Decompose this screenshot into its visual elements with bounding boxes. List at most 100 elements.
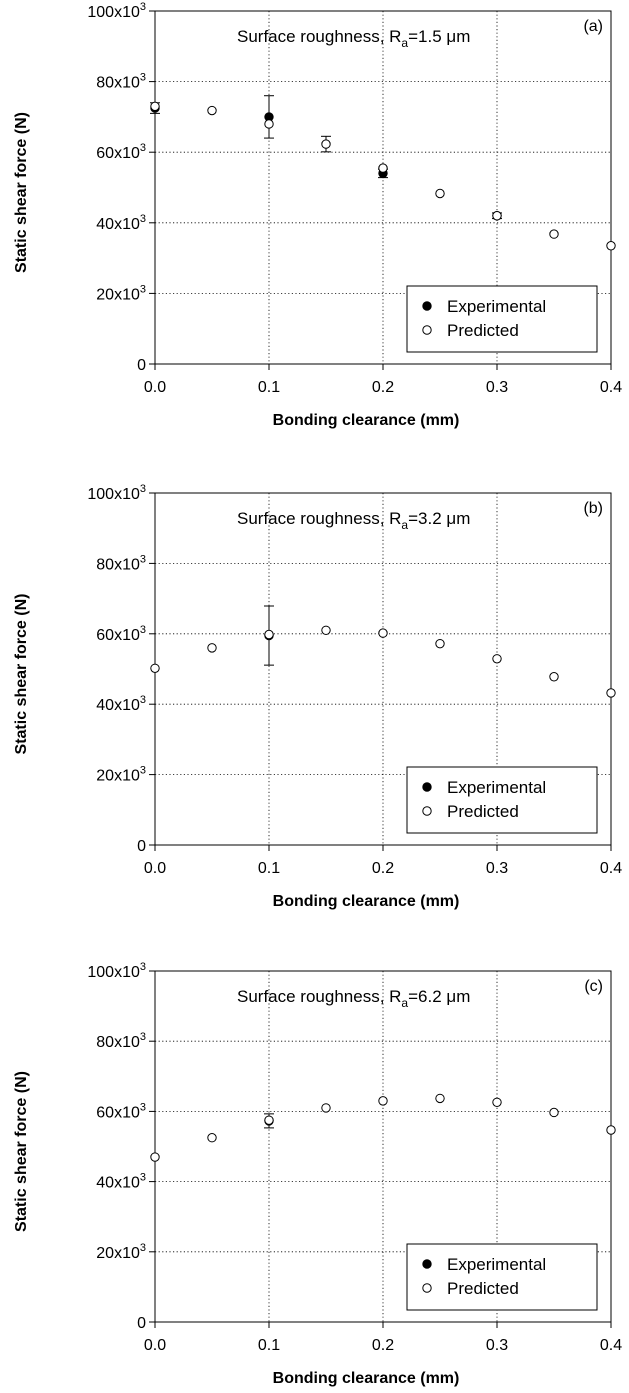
- y-tick-exponent: 3: [140, 142, 146, 154]
- predicted-point: [321, 625, 331, 635]
- y-tick-base: 60x10: [96, 1104, 140, 1121]
- y-tick-label: 0: [137, 838, 146, 855]
- y-tick-exponent: 3: [140, 624, 146, 636]
- y-tick-exponent: 3: [140, 553, 146, 565]
- y-tick-base: 20x10: [96, 286, 140, 303]
- predicted-point: [606, 1125, 616, 1135]
- x-tick-label: 0.0: [144, 860, 166, 877]
- y-tick-label: 60x103: [96, 142, 146, 162]
- predicted-point: [549, 229, 559, 239]
- predicted-point: [207, 643, 217, 653]
- annotation-subscript: a: [401, 518, 408, 532]
- predicted-point: [606, 688, 616, 698]
- legend-box: [406, 1243, 598, 1311]
- predicted-point: [378, 1096, 388, 1106]
- y-tick-label: 80x103: [96, 1031, 146, 1051]
- roughness-annotation: Surface roughness, Ra=6.2 μm: [237, 987, 470, 1010]
- legend-marker-experimental: [422, 301, 432, 311]
- y-tick-label: 100x103: [87, 1, 146, 21]
- legend-marker-experimental: [422, 1259, 432, 1269]
- legend-box: [406, 766, 598, 834]
- x-tick-label: 0.2: [372, 1337, 394, 1354]
- y-tick-label: 60x103: [96, 624, 146, 644]
- y-tick-label: 0: [137, 357, 146, 374]
- y-tick-label: 80x103: [96, 72, 146, 92]
- legend-marker-predicted: [422, 1283, 432, 1293]
- legend-marker-predicted: [422, 325, 432, 335]
- x-tick-label: 0.2: [372, 379, 394, 396]
- predicted-point: [264, 1115, 274, 1125]
- y-tick-base: 0: [137, 1315, 146, 1332]
- legend-label: Predicted: [447, 321, 519, 340]
- legend: Experimental Predicted: [406, 285, 598, 353]
- annotation-prefix: Surface roughness, R: [237, 987, 401, 1006]
- predicted-point: [435, 188, 445, 199]
- legend-box: [406, 285, 598, 353]
- annotation-suffix: =6.2 μm: [408, 987, 470, 1006]
- y-tick-exponent: 3: [140, 213, 146, 225]
- y-tick-base: 60x10: [96, 145, 140, 162]
- legend-label: Predicted: [447, 802, 519, 821]
- y-tick-label: 20x103: [96, 1242, 146, 1262]
- y-axis-title: Static shear force (N): [13, 1071, 30, 1232]
- y-tick-label: 40x103: [96, 694, 146, 714]
- y-tick-base: 40x10: [96, 216, 140, 233]
- y-tick-exponent: 3: [140, 72, 146, 84]
- x-tick-label: 0.3: [486, 379, 508, 396]
- y-tick-exponent: 3: [140, 1172, 146, 1184]
- legend: Experimental Predicted: [406, 766, 598, 834]
- x-axis-title: Bonding clearance (mm): [273, 1370, 460, 1387]
- predicted-point: [378, 628, 388, 638]
- legend-label: Predicted: [447, 1279, 519, 1298]
- y-tick-exponent: 3: [140, 1031, 146, 1043]
- y-tick-label: 80x103: [96, 553, 146, 573]
- predicted-point: [549, 1107, 559, 1118]
- annotation-subscript: a: [401, 36, 408, 50]
- y-tick-label: 40x103: [96, 213, 146, 233]
- predicted-point: [264, 629, 274, 640]
- x-axis-title: Bonding clearance (mm): [273, 893, 460, 910]
- predicted-point: [150, 101, 160, 112]
- legend-marker-predicted: [422, 806, 432, 816]
- y-tick-label: 100x103: [87, 961, 146, 981]
- y-tick-label: 40x103: [96, 1172, 146, 1192]
- y-tick-exponent: 3: [140, 1, 146, 13]
- predicted-point: [321, 1103, 331, 1113]
- predicted-point: [150, 1152, 160, 1162]
- x-tick-label: 0.2: [372, 860, 394, 877]
- predicted-point: [606, 241, 616, 251]
- y-tick-label: 20x103: [96, 283, 146, 303]
- y-tick-exponent: 3: [140, 961, 146, 973]
- y-tick-base: 80x10: [96, 75, 140, 92]
- annotation-suffix: =1.5 μm: [408, 27, 470, 46]
- y-tick-base: 80x10: [96, 556, 140, 573]
- y-tick-base: 80x10: [96, 1034, 140, 1051]
- x-tick-label: 0.3: [486, 860, 508, 877]
- predicted-point: [264, 119, 274, 129]
- x-tick-label: 0.4: [600, 860, 622, 877]
- x-axis-title: Bonding clearance (mm): [273, 412, 460, 429]
- panel-label: (c): [584, 978, 603, 995]
- y-tick-exponent: 3: [140, 483, 146, 495]
- y-tick-base: 100x10: [87, 964, 140, 981]
- annotation-prefix: Surface roughness, R: [237, 27, 401, 46]
- y-tick-exponent: 3: [140, 283, 146, 295]
- y-tick-label: 0: [137, 1315, 146, 1332]
- y-tick-base: 20x10: [96, 768, 140, 785]
- x-tick-label: 0.4: [600, 1337, 622, 1354]
- x-tick-label: 0.0: [144, 379, 166, 396]
- roughness-annotation: Surface roughness, Ra=1.5 μm: [237, 27, 470, 50]
- annotation-suffix: =3.2 μm: [408, 509, 470, 528]
- y-tick-base: 40x10: [96, 1175, 140, 1192]
- annotation-prefix: Surface roughness, R: [237, 509, 401, 528]
- panel-label: (a): [583, 18, 603, 35]
- predicted-point: [207, 1133, 217, 1143]
- predicted-point: [549, 672, 559, 682]
- y-axis-title: Static shear force (N): [13, 112, 30, 273]
- y-tick-label: 20x103: [96, 765, 146, 785]
- x-tick-label: 0.1: [258, 1337, 280, 1354]
- predicted-point: [150, 663, 160, 673]
- roughness-annotation: Surface roughness, Ra=3.2 μm: [237, 509, 470, 532]
